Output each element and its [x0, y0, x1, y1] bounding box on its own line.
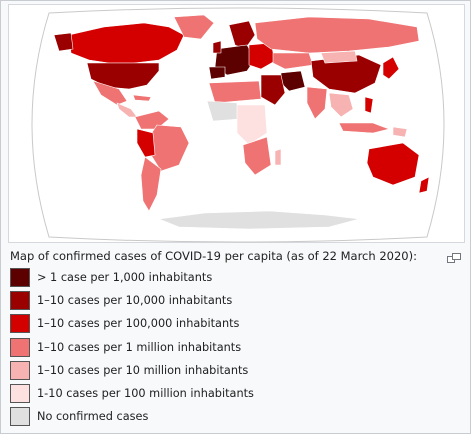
legend-item: 1–10 cases per 100,000 inhabitants	[10, 312, 450, 335]
central-africa	[236, 104, 268, 146]
canada	[68, 22, 185, 64]
argentina-chile	[140, 156, 162, 212]
papua-new-guinea	[392, 126, 408, 138]
scandinavia	[228, 20, 256, 50]
india	[306, 86, 328, 120]
magnify-clip-icon-svg	[447, 253, 461, 263]
antarctica	[157, 210, 360, 230]
legend-swatch	[10, 360, 30, 380]
usa	[86, 62, 160, 90]
new-zealand	[418, 176, 430, 194]
colombia-venezuela	[134, 110, 170, 130]
alaska	[53, 32, 74, 52]
peru-bolivia	[136, 128, 156, 158]
map-caption: Map of confirmed cases of COVID-19 per c…	[10, 249, 417, 263]
legend-label: 1–10 cases per 100,000 inhabitants	[37, 317, 240, 331]
philippines	[364, 96, 374, 114]
legend-label: No confirmed cases	[37, 410, 149, 424]
legend-item: No confirmed cases	[10, 405, 450, 428]
world-map[interactable]	[8, 4, 465, 243]
legend-item: > 1 case per 1,000 inhabitants	[10, 266, 450, 289]
caribbean	[132, 94, 152, 102]
indonesia	[338, 122, 391, 134]
legend-swatch	[10, 314, 30, 334]
southeast-asia	[328, 92, 354, 118]
legend-item: 1-10 cases per 100 million inhabitants	[10, 382, 450, 405]
australia	[366, 142, 420, 186]
southern-africa	[242, 136, 272, 176]
legend-label: 1-10 cases per 100 million inhabitants	[37, 387, 254, 401]
legend-swatch	[10, 268, 30, 288]
japan-korea	[382, 56, 400, 80]
legend-swatch	[10, 337, 30, 357]
middle-east	[260, 74, 286, 106]
legend-label: 1–10 cases per 10,000 inhabitants	[37, 294, 233, 308]
greenland	[173, 14, 215, 40]
legend-label: 1–10 cases per 1 million inhabitants	[37, 340, 242, 354]
russia	[254, 16, 420, 54]
legend-swatch	[10, 407, 30, 427]
madagascar	[274, 148, 282, 166]
uk	[212, 40, 222, 54]
mongolia	[320, 50, 358, 64]
mexico	[92, 80, 128, 106]
map-legend: > 1 case per 1,000 inhabitants 1–10 case…	[10, 266, 450, 428]
magnify-clip-icon[interactable]	[447, 249, 461, 263]
legend-item: 1–10 cases per 1 million inhabitants	[10, 336, 450, 359]
legend-item: 1–10 cases per 10,000 inhabitants	[10, 289, 450, 312]
iberia	[208, 66, 226, 80]
legend-label: 1–10 cases per 10 million inhabitants	[37, 363, 249, 377]
legend-swatch	[10, 291, 30, 311]
legend-label: > 1 case per 1,000 inhabitants	[37, 271, 213, 285]
legend-item: 1–10 cases per 10 million inhabitants	[10, 359, 450, 382]
world-map-svg	[31, 7, 445, 243]
west-africa	[206, 100, 240, 122]
china	[310, 54, 382, 94]
legend-swatch	[10, 384, 30, 404]
kazakhstan	[272, 52, 314, 70]
north-africa	[208, 80, 262, 104]
central-america	[116, 102, 138, 118]
